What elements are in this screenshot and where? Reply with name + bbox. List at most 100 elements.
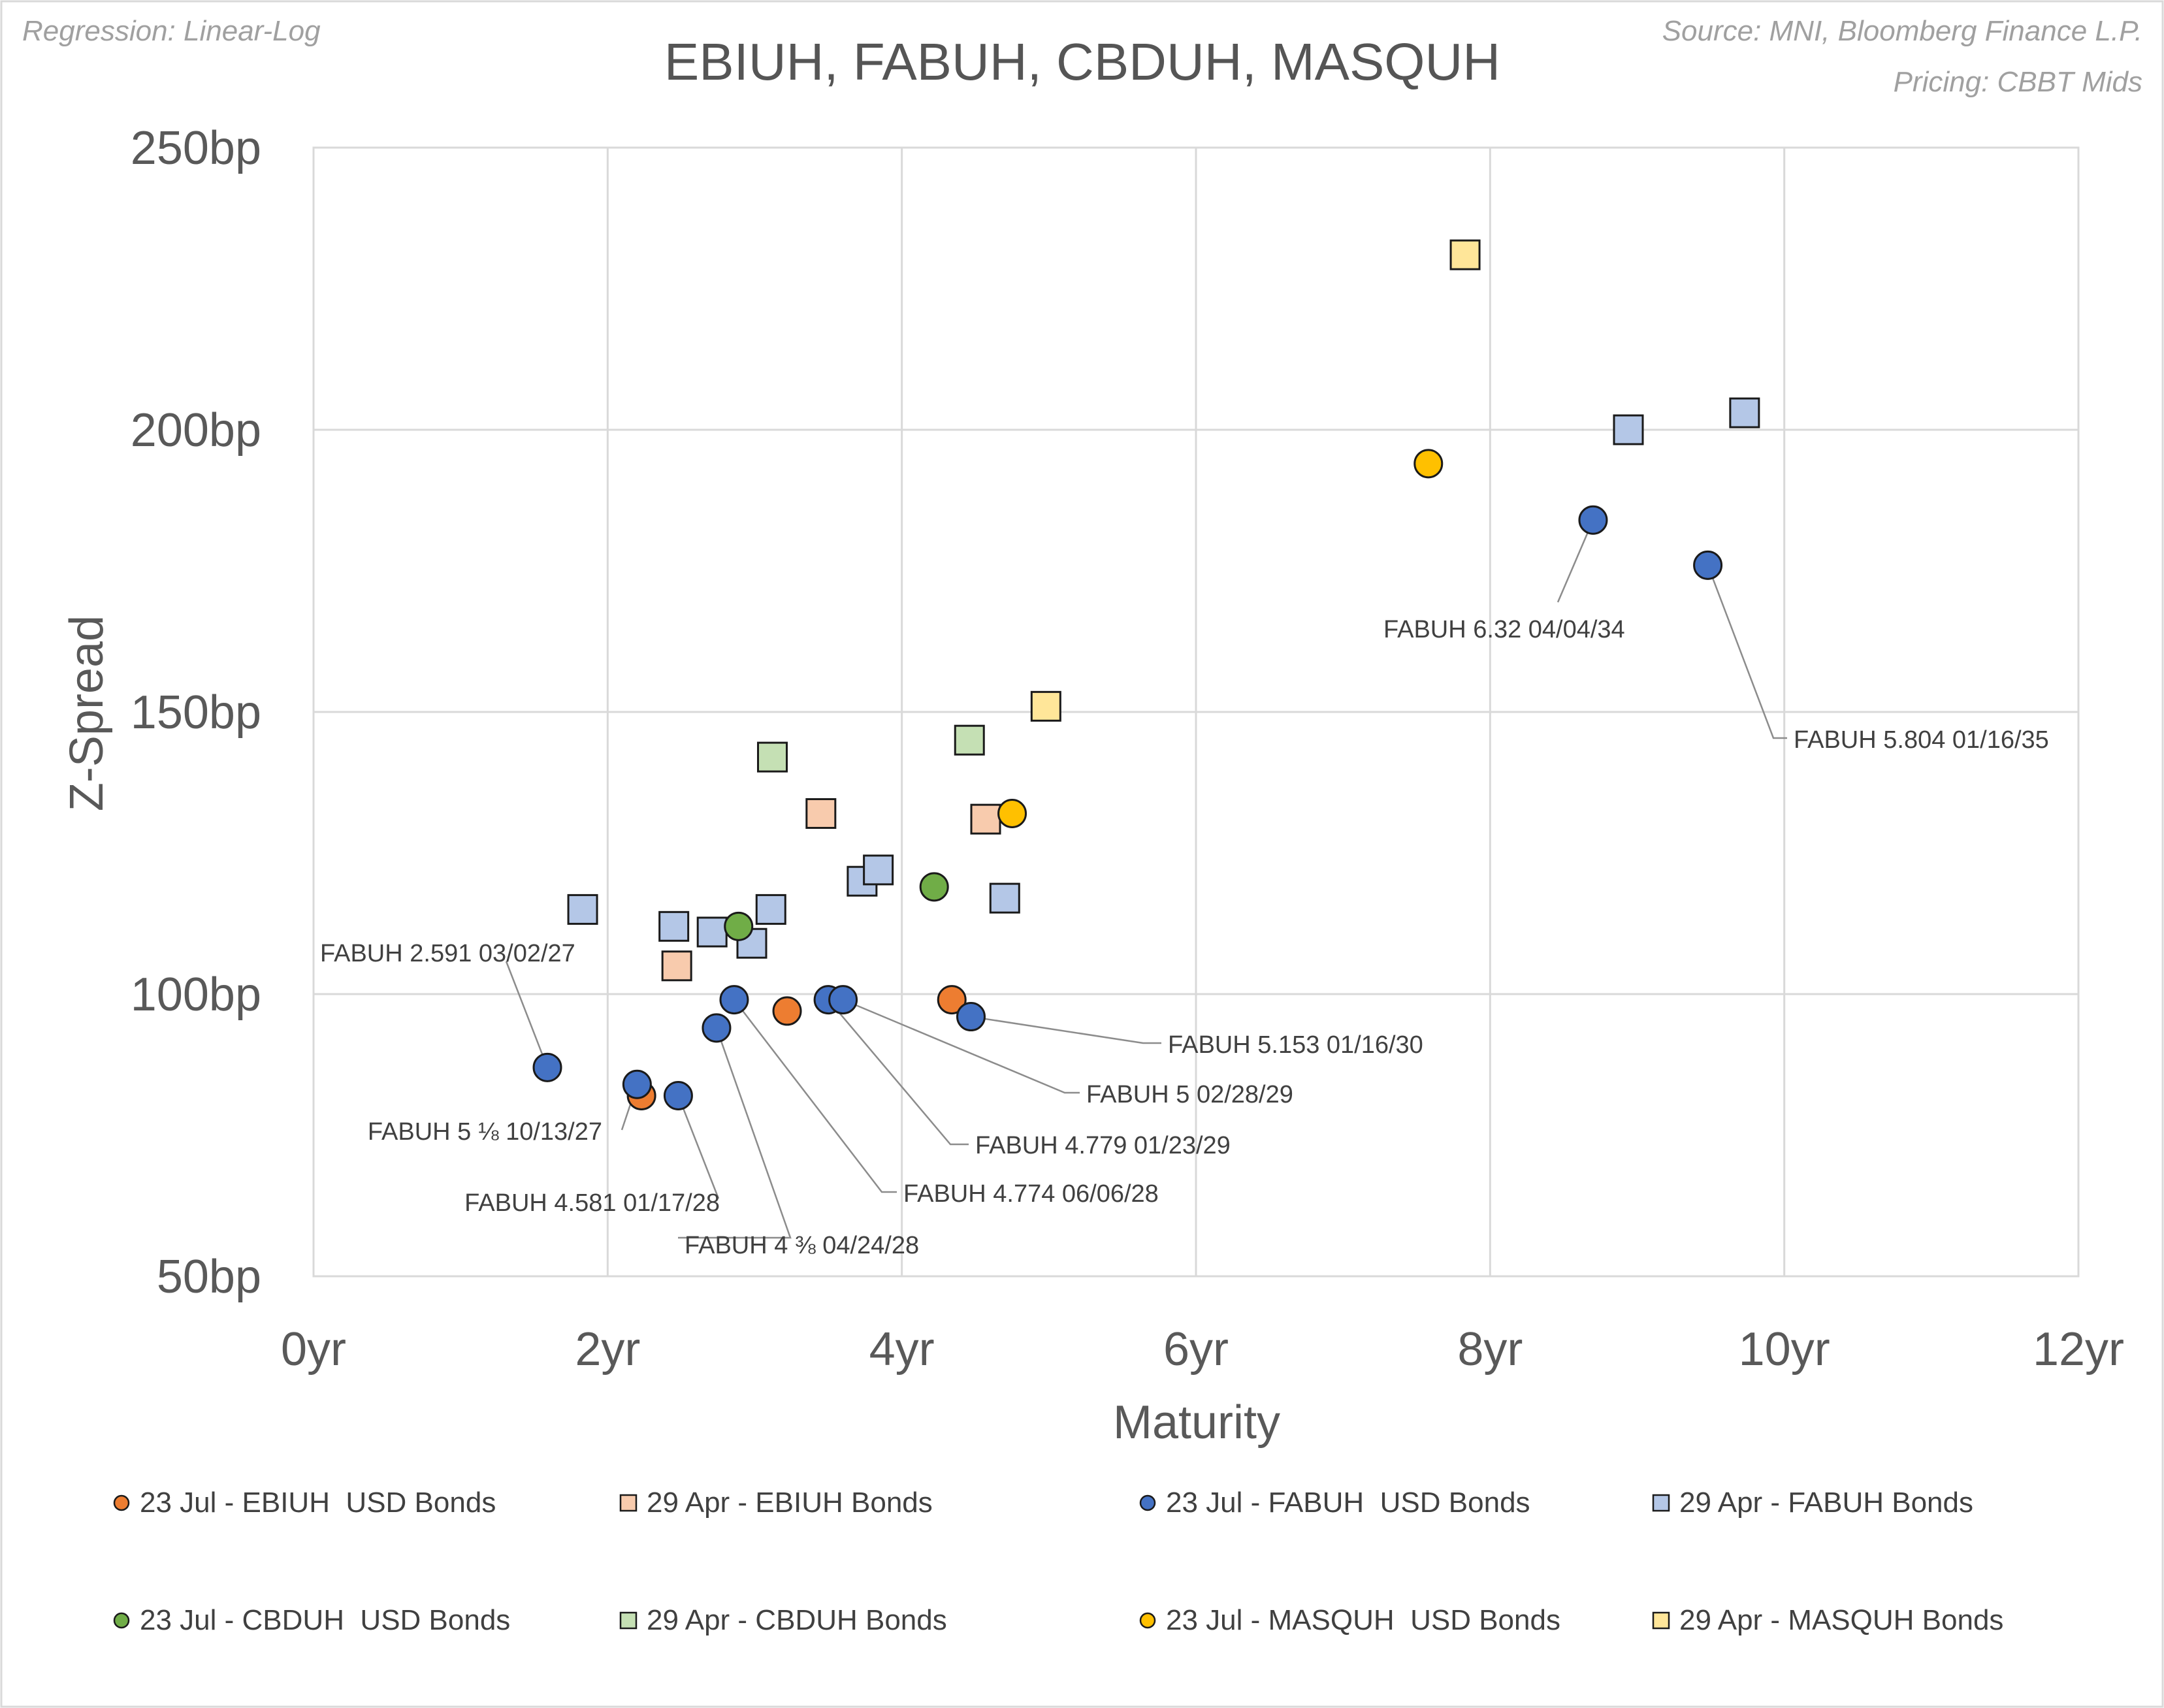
axis-ticks: 0yr 2yr 4yr 6yr 8yr 10yr 12yr 50bp 100bp 150bp 200… xyxy=(131,122,2124,1376)
scatter-point-square xyxy=(1729,397,1760,428)
legend: 23 Jul - EBIUH USD Bonds 29 Apr - EBIUH B… xyxy=(113,1487,2003,1636)
point-annotation-label: FABUH 4 ⅜ 04/24/28 xyxy=(685,1232,919,1259)
legend-item: 29 Apr - MASQUH Bonds xyxy=(1652,1604,2003,1636)
legend-label: 23 Jul - MASQUH USD Bonds xyxy=(1166,1604,1560,1636)
point-annotation-label: FABUH 5 02/28/29 xyxy=(1086,1081,1293,1108)
scatter-point-circle xyxy=(724,911,754,941)
legend-label: 29 Apr - FABUH Bonds xyxy=(1679,1487,1973,1519)
scatter-point-circle xyxy=(956,1002,986,1032)
legend-marker-circle xyxy=(113,1494,130,1511)
annotation-leader-line xyxy=(733,999,897,1193)
scatter-point-circle xyxy=(828,985,858,1015)
scatter-point-square xyxy=(696,916,728,948)
legend-label: 23 Jul - CBDUH USD Bonds xyxy=(140,1604,510,1636)
legend-marker-square xyxy=(1652,1494,1670,1512)
point-annotations: FABUH 2.591 03/02/27 FABUH 5 ⅛ 10/13/27 FA… xyxy=(320,616,2049,1259)
series-group xyxy=(997,449,1444,829)
annotation-leader-line xyxy=(828,999,969,1146)
x-tick-label: 2yr xyxy=(575,1323,640,1376)
y-tick-label: 200bp xyxy=(131,404,261,457)
legend-item: 23 Jul - CBDUH USD Bonds xyxy=(113,1604,510,1636)
point-annotation-label: FABUH 5.804 01/16/35 xyxy=(1794,726,2049,754)
scatter-point-square xyxy=(661,950,692,982)
x-tick-label: 0yr xyxy=(281,1323,346,1376)
legend-label: 29 Apr - EBIUH Bonds xyxy=(647,1487,933,1519)
legend-marker-circle xyxy=(1139,1494,1156,1511)
legend-marker-circle xyxy=(1139,1612,1156,1629)
scatter-point-circle xyxy=(1693,550,1723,580)
scatter-point-circle xyxy=(937,985,967,1015)
annotation-leaders xyxy=(505,519,1787,1239)
series-group xyxy=(1030,239,1481,722)
point-annotation-label: FABUH 2.591 03/02/27 xyxy=(320,940,575,967)
x-tick-label: 8yr xyxy=(1457,1323,1523,1376)
legend-label: 23 Jul - FABUH USD Bonds xyxy=(1166,1487,1530,1519)
y-tick-label: 250bp xyxy=(131,122,261,174)
legend-item: 23 Jul - EBIUH USD Bonds xyxy=(113,1487,496,1519)
annotation-leader-line xyxy=(1557,519,1594,603)
scatter-point-square xyxy=(658,910,690,942)
series-group xyxy=(567,397,1760,959)
legend-item: 23 Jul - MASQUH USD Bonds xyxy=(1139,1604,1560,1636)
pricing-note: Pricing: CBBT Mids xyxy=(1894,66,2142,98)
plot-area-border xyxy=(312,146,2080,1278)
chart-title: EBIUH, FABUH, CBDUH, MASQUH xyxy=(664,33,1500,91)
scatter-point-square xyxy=(970,803,1001,835)
y-axis-title: Z-Spread xyxy=(61,615,113,811)
annotation-leader-line xyxy=(971,1016,1161,1044)
scatter-point-circle xyxy=(997,799,1027,829)
annotation-leader-line xyxy=(1707,564,1787,739)
x-axis-title: Maturity xyxy=(1113,1396,1280,1449)
point-annotation-label: FABUH 4.779 01/23/29 xyxy=(975,1132,1231,1159)
scatter-point-square xyxy=(567,894,598,925)
legend-item: 29 Apr - EBIUH Bonds xyxy=(619,1487,933,1519)
annotation-leader-line xyxy=(843,999,1080,1094)
point-annotation-label: FABUH 5 ⅛ 10/13/27 xyxy=(368,1118,602,1146)
scatter-point-circle xyxy=(702,1013,732,1043)
legend-item: 29 Apr - CBDUH Bonds xyxy=(619,1604,947,1636)
scatter-point-square xyxy=(954,724,985,756)
regression-note: Regression: Linear-Log xyxy=(22,15,321,47)
y-tick-label: 100bp xyxy=(131,969,261,1021)
scatter-point-square xyxy=(805,798,837,830)
series-group xyxy=(757,724,985,773)
legend-marker-square xyxy=(619,1494,638,1512)
scatter-point-square xyxy=(757,741,788,773)
point-annotation-label: FABUH 5.153 01/16/30 xyxy=(1168,1031,1423,1059)
source-note: Source: MNI, Bloomberg Finance L.P. xyxy=(1662,15,2142,47)
legend-label: 29 Apr - CBDUH Bonds xyxy=(647,1604,947,1636)
annotation-leader-line xyxy=(505,961,549,1068)
scatter-point-circle xyxy=(1413,449,1444,479)
y-tick-label: 150bp xyxy=(131,686,261,739)
x-tick-label: 6yr xyxy=(1163,1323,1229,1376)
scatter-point-square xyxy=(863,854,894,886)
annotation-leader-line xyxy=(677,1095,720,1199)
legend-label: 29 Apr - MASQUH Bonds xyxy=(1679,1604,2003,1636)
legend-item: 23 Jul - FABUH USD Bonds xyxy=(1139,1487,1530,1519)
annotation-leader-line xyxy=(678,1027,792,1239)
series-group xyxy=(532,505,1723,1111)
point-annotation-label: FABUH 4.581 01/17/28 xyxy=(464,1189,720,1217)
series-group xyxy=(724,872,949,941)
legend-marker-square xyxy=(1652,1611,1670,1630)
legend-marker-square xyxy=(619,1611,638,1630)
y-tick-label: 50bp xyxy=(157,1251,261,1303)
legend-item: 29 Apr - FABUH Bonds xyxy=(1652,1487,1973,1519)
scatter-point-square xyxy=(1030,690,1061,722)
legend-marker-circle xyxy=(113,1612,130,1629)
scatter-point-circle xyxy=(622,1069,652,1099)
scatter-point-square xyxy=(989,882,1020,914)
x-tick-label: 4yr xyxy=(869,1323,935,1376)
scatter-point-circle xyxy=(532,1052,562,1082)
data-points xyxy=(532,239,1760,1111)
legend-label: 23 Jul - EBIUH USD Bonds xyxy=(140,1487,496,1519)
point-annotation-label: FABUH 4.774 06/06/28 xyxy=(903,1180,1159,1208)
scatter-point-circle xyxy=(719,985,749,1015)
point-annotation-label: FABUH 6.32 04/04/34 xyxy=(1383,616,1625,643)
x-tick-label: 10yr xyxy=(1739,1323,1830,1376)
scatter-point-square xyxy=(1613,414,1644,445)
scatter-point-circle xyxy=(663,1081,693,1111)
